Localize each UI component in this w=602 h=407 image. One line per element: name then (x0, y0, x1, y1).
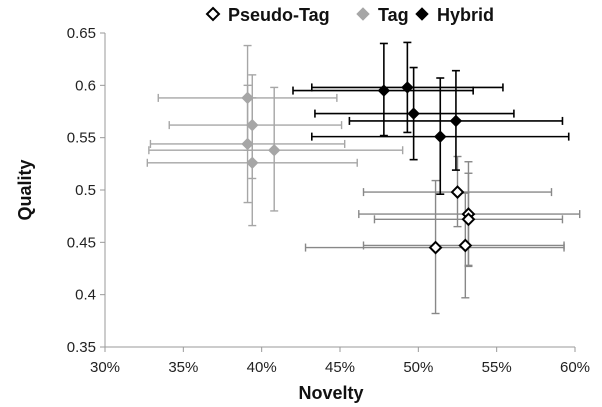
data-point-tag (246, 156, 259, 169)
series-hybrid (292, 41, 570, 195)
x-tick-label: 50% (403, 359, 433, 376)
legend-label-tag: Tag (378, 5, 409, 25)
y-tick-label: 0.35 (67, 339, 96, 356)
legend-marker-hybrid (415, 7, 429, 21)
chart-marks (146, 41, 581, 315)
legend-marker-pseudo-tag (205, 6, 221, 22)
y-tick-label: 0.4 (75, 287, 96, 304)
x-tick-label: 35% (168, 359, 198, 376)
y-tick-label: 0.55 (67, 130, 96, 147)
data-point-hybrid (449, 114, 463, 128)
x-tick-label: 55% (482, 359, 512, 376)
data-point-pseudo-tag (428, 240, 443, 255)
x-tick-label: 45% (325, 359, 355, 376)
x-tick-label: 30% (90, 359, 120, 376)
x-tick-label: 60% (560, 359, 590, 376)
data-point-hybrid (407, 107, 420, 120)
y-axis-title: Quality (15, 159, 35, 220)
data-point-hybrid (377, 84, 391, 97)
series-tag (146, 44, 404, 227)
y-tick-label: 0.65 (67, 25, 96, 42)
y-tick-label: 0.45 (67, 234, 96, 251)
data-point-tag (267, 144, 281, 157)
x-tick-label: 40% (247, 359, 277, 376)
x-axis-title: Novelty (298, 383, 363, 403)
data-point-tag (246, 118, 259, 132)
series-pseudo-tag (304, 155, 581, 315)
data-point-hybrid (401, 81, 414, 94)
data-point-pseudo-tag (458, 238, 473, 253)
axes: 0.35 0.4 0.45 0.5 0.55 0.6 0.65 30% 35% 40% 45% 50%… (67, 25, 590, 376)
data-point-pseudo-tag (461, 212, 476, 227)
data-point-tag (241, 137, 254, 151)
y-tick-label: 0.6 (75, 77, 96, 94)
data-point-pseudo-tag (450, 185, 465, 200)
data-point-tag (241, 91, 254, 105)
legend-marker-tag (356, 7, 370, 21)
legend-label-pseudo-tag: Pseudo-Tag (228, 5, 330, 25)
y-tick-label: 0.5 (75, 182, 96, 199)
legend: Pseudo-Tag Tag Hybrid (205, 5, 494, 25)
data-point-hybrid (434, 130, 447, 143)
legend-label-hybrid: Hybrid (437, 5, 494, 25)
